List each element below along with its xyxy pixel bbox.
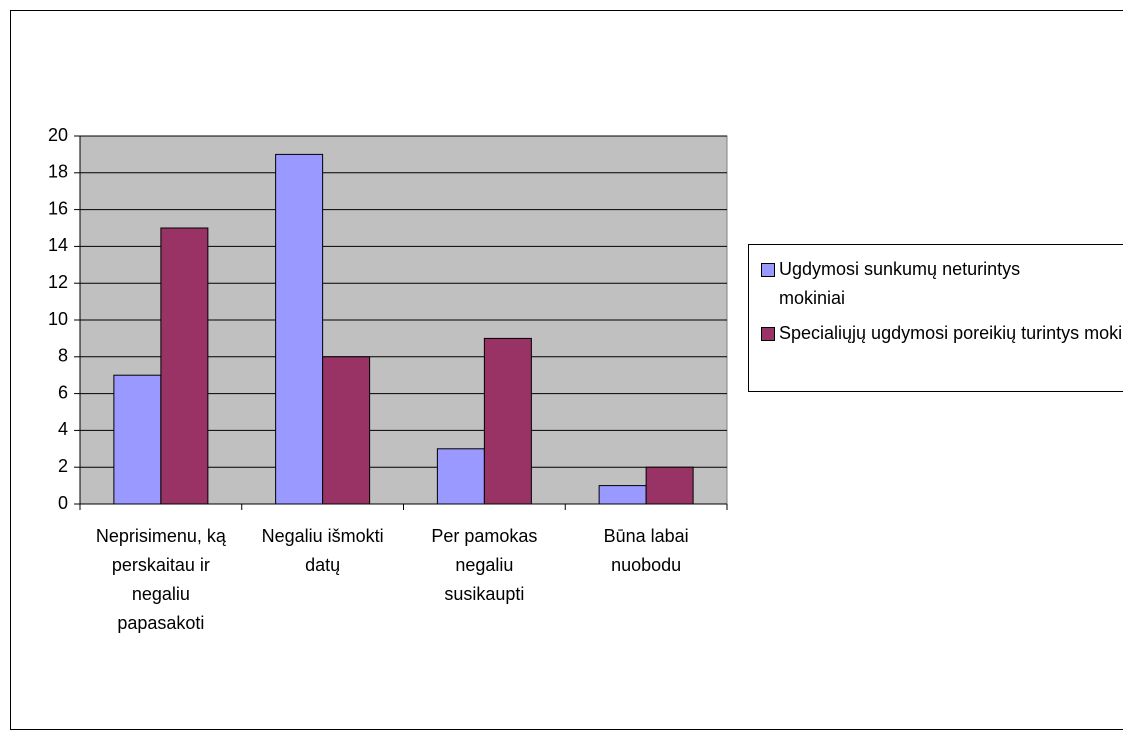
x-tick-label: Negaliu išmokti datų [261, 526, 384, 575]
y-tick-label: 10 [48, 309, 68, 329]
y-tick-label: 8 [58, 346, 68, 366]
page: 0 2 4 6 8 10 12 14 16 18 20 Ugdymosi sunkumų netur… [10, 10, 1123, 730]
legend: Ugdymosi sunkumų neturintys mokiniai Spec… [748, 244, 1123, 392]
y-tick-label: 20 [48, 125, 68, 145]
y-tick-label: 18 [48, 162, 68, 182]
bar [645, 466, 694, 505]
bar [483, 337, 532, 505]
legend-item: Specialiųjų ugdymosi poreikių turintys m… [761, 319, 1123, 348]
legend-label: Specialiųjų ugdymosi poreikių turintys m… [779, 323, 1123, 343]
y-tick-label: 2 [58, 456, 68, 476]
x-tick-label: Per pamokas negaliu susikaupti [431, 526, 538, 604]
bar [275, 153, 324, 505]
x-tick-label: Būna labai nuobodu [603, 526, 689, 575]
y-tick-label: 0 [58, 493, 68, 513]
bar [113, 374, 162, 505]
y-tick-label: 14 [48, 235, 68, 255]
y-tick-label: 12 [48, 272, 68, 292]
bar [436, 448, 485, 505]
bar [160, 227, 209, 505]
legend-swatch [761, 327, 775, 341]
bar [322, 356, 371, 505]
legend-label: Ugdymosi sunkumų neturintys mokiniai [779, 259, 1021, 308]
bar [598, 485, 647, 505]
x-tick-label: Neprisimenu, ką perskaitau ir negaliu pa… [95, 526, 226, 633]
y-tick-label: 4 [58, 419, 68, 439]
legend-item: Ugdymosi sunkumų neturintys mokiniai [761, 255, 1029, 313]
chart: 0 2 4 6 8 10 12 14 16 18 20 [48, 125, 728, 513]
y-tick-label: 16 [48, 198, 68, 218]
y-tick-label: 6 [58, 382, 68, 402]
legend-swatch [761, 263, 775, 277]
